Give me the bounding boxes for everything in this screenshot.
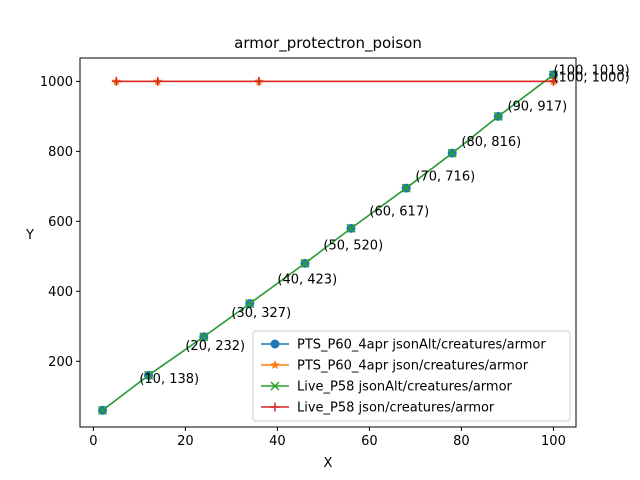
data-label: (90, 917) [507,99,567,114]
data-point [111,76,121,86]
y-tick-label: 200 [48,355,73,370]
data-point [493,111,503,121]
legend-marker [270,402,280,412]
data-label: (100, 1000) [553,70,629,85]
data-point [245,299,255,309]
legend-marker [270,381,280,391]
axis-ticks: 0 20 40 60 80 100 200 400 600 800 1000 [40,75,566,449]
data-label: (60, 617) [369,204,429,219]
data-point [254,76,264,86]
y-tick-label: 1000 [40,75,73,90]
plot-frame [79,57,577,428]
chart-title: armor_protectron_poison [234,34,422,53]
series-line-2 [102,74,554,411]
data-point [548,76,558,86]
data-label: (40, 423) [277,272,337,287]
x-tick-label: 80 [453,434,470,449]
data-label: (10, 138) [139,372,199,387]
data-point [401,183,411,193]
data-point [153,76,163,86]
data-point [548,70,558,80]
legend-marker [270,339,280,349]
legend-entry: Live_P58 json/creatures/armor [297,401,495,416]
data-point [98,405,108,415]
data-point [447,148,457,158]
data-point [144,370,154,380]
data-label: (50, 520) [323,238,383,253]
legend-box [252,330,571,422]
y-axis-label: Y [25,228,34,243]
x-axis-label: X [324,456,333,471]
legend-entry: Live_P58 jsonAlt/creatures/armor [297,380,513,395]
series-2 [98,70,558,415]
y-tick-label: 800 [48,145,73,160]
legend: PTS_P60_4apr jsonAlt/creatures/armor PTS_… [252,330,571,422]
data-label: (80, 816) [461,135,521,150]
series-3 [111,76,558,86]
x-tick-label: 40 [269,434,286,449]
data-label: (100, 1019) [553,64,629,79]
data-point [199,332,209,342]
data-label: (70, 716) [415,170,475,185]
data-annotations: (10, 138) (20, 232) (30, 327) (40, 423) (50,… [139,64,629,387]
y-tick-label: 400 [48,285,73,300]
legend-entry: PTS_P60_4apr jsonAlt/creatures/armor [297,338,546,353]
data-label: (30, 327) [231,306,291,321]
x-tick-label: 20 [177,434,194,449]
legend-marker [270,360,280,370]
plot-area [98,70,559,415]
x-tick-label: 100 [541,434,566,449]
y-tick-label: 600 [48,215,73,230]
legend-entry: PTS_P60_4apr json/creatures/armor [297,359,529,374]
x-tick-label: 60 [361,434,378,449]
data-label: (20, 232) [185,339,245,354]
data-point [300,258,310,268]
x-tick-label: 0 [89,434,97,449]
data-point [346,223,356,233]
